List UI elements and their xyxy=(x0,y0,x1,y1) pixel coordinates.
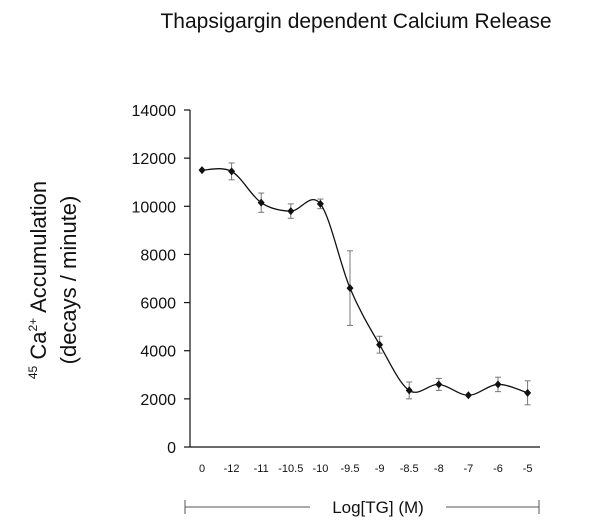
data-point xyxy=(524,388,532,397)
chart-title: Thapsigargin dependent Calcium Release xyxy=(160,10,551,33)
y-axis-label-quantity: Accumulation xyxy=(26,181,51,318)
y-tick-label: 8000 xyxy=(140,247,176,264)
data-point xyxy=(287,207,295,216)
x-axis-label: Log[TG] (M) xyxy=(332,498,424,517)
x-tick-label: -8 xyxy=(434,463,444,475)
y-axis-label-ion: Ca xyxy=(26,331,51,366)
x-tick-label: -6 xyxy=(493,463,503,475)
x-tick-label: -9 xyxy=(375,463,385,475)
y-axis-label: 45 Ca2+ Accumulation (decays / minute) xyxy=(26,181,81,379)
y-tick-label: 10000 xyxy=(132,199,177,216)
y-tick-label: 0 xyxy=(167,440,176,457)
svg-text:45 Ca2+ Accumulation: 45 Ca2+ Accumulation xyxy=(26,181,51,379)
x-tick-label: -12 xyxy=(224,463,240,475)
x-axis-ticks: 0 -12 -11 -10.5 -10 -9.5 -9 -8.5 -8 -7 -6 -5 xyxy=(199,463,533,475)
series-line xyxy=(201,168,528,396)
x-tick-label: 0 xyxy=(199,463,205,475)
y-tick-label: 14000 xyxy=(132,103,177,120)
y-axis-label-charge: 2+ xyxy=(26,318,40,332)
y-axis-label-units: (decays / minute) xyxy=(56,196,81,365)
x-tick-label: -10.5 xyxy=(278,463,303,475)
y-tick-label: 4000 xyxy=(140,344,176,361)
data-point xyxy=(316,199,324,208)
data-point xyxy=(228,167,236,176)
x-tick-label: -5 xyxy=(523,463,533,475)
data-point xyxy=(346,284,354,293)
x-tick-label: -11 xyxy=(254,463,269,475)
x-tick-label: -7 xyxy=(464,463,474,475)
data-point xyxy=(257,198,265,207)
x-tick-label: -10 xyxy=(312,463,328,475)
data-point xyxy=(376,340,384,349)
data-point xyxy=(198,166,206,175)
error-bars xyxy=(228,162,531,406)
y-tick-label: 2000 xyxy=(140,392,176,409)
data-point xyxy=(464,391,472,400)
data-point xyxy=(435,380,443,389)
data-point xyxy=(494,380,502,389)
x-tick-label: -8.5 xyxy=(400,463,419,475)
data-points xyxy=(198,166,532,400)
y-axis-ticks: 0 2000 4000 6000 8000 10000 12000 14000 xyxy=(132,103,190,457)
y-tick-label: 12000 xyxy=(132,151,177,168)
data-point xyxy=(405,386,413,395)
y-axis-label-isotope: 45 xyxy=(26,365,40,379)
x-tick-label: -9.5 xyxy=(341,463,360,475)
y-tick-label: 6000 xyxy=(140,296,176,313)
